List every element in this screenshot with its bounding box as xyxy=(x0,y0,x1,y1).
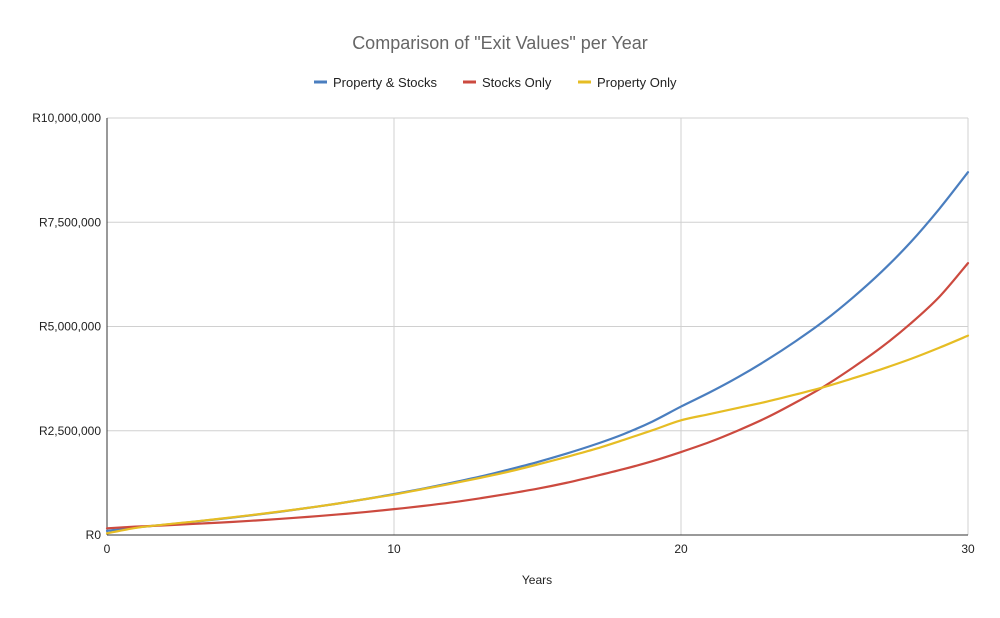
x-tick-label: 30 xyxy=(961,542,975,556)
gridlines xyxy=(107,117,969,535)
series-line-2[interactable] xyxy=(105,334,970,535)
y-tick-label: R0 xyxy=(86,528,102,542)
axes xyxy=(106,118,968,536)
series-line-0[interactable] xyxy=(105,171,970,532)
series-line-1[interactable] xyxy=(105,262,970,530)
series-lines xyxy=(105,171,970,535)
legend-label: Stocks Only xyxy=(482,75,552,90)
y-tick-label: R7,500,000 xyxy=(39,215,101,229)
x-tick-label: 20 xyxy=(674,542,688,556)
x-tick-label: 0 xyxy=(104,542,111,556)
legend-label: Property & Stocks xyxy=(333,75,438,90)
legend-item[interactable]: Property & Stocks xyxy=(314,75,438,90)
chart-title: Comparison of "Exit Values" per Year xyxy=(352,33,648,53)
legend-label: Property Only xyxy=(597,75,677,90)
x-axis-label: Years xyxy=(522,573,552,587)
y-tick-label: R10,000,000 xyxy=(32,111,101,125)
y-tick-label: R2,500,000 xyxy=(39,424,101,438)
legend-item[interactable]: Stocks Only xyxy=(463,75,552,90)
legend-item[interactable]: Property Only xyxy=(578,75,677,90)
legend: Property & Stocks Stocks Only Property Onl… xyxy=(314,75,677,90)
y-tick-label: R5,000,000 xyxy=(39,320,101,334)
x-tick-label: 10 xyxy=(387,542,401,556)
tick-labels: R0 R2,500,000 R5,000,000 R7,500,000 R10,000,… xyxy=(32,111,975,556)
